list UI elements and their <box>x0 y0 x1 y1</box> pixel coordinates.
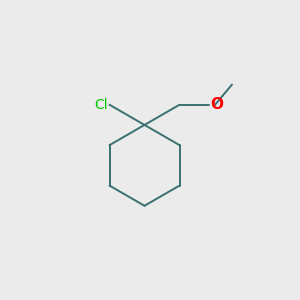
Text: O: O <box>211 97 224 112</box>
Text: Cl: Cl <box>94 98 108 112</box>
